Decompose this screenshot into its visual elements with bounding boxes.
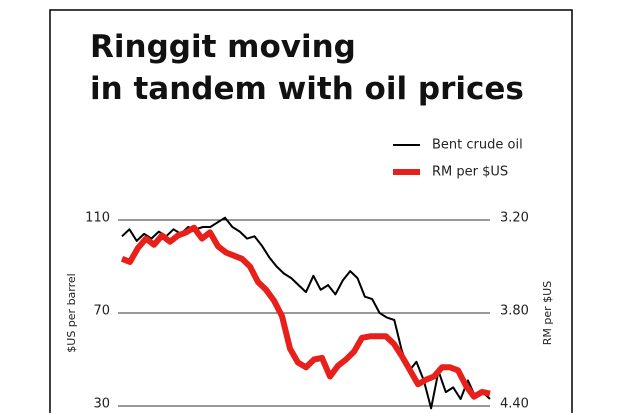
y2-tick-label: 3.80 — [500, 304, 529, 319]
rm-line — [120, 224, 491, 400]
y-axis-label: $US per barrel — [65, 273, 78, 352]
y2-axis-label: RM per $US — [541, 281, 554, 345]
y2-tick-label: 4.40 — [500, 397, 529, 412]
y2-tick-label: 3.20 — [500, 211, 529, 226]
y-tick-label: 70 — [93, 304, 110, 319]
frame — [49, 9, 573, 413]
y-tick-label: 30 — [93, 397, 110, 412]
legend-label: Bent crude oil — [432, 138, 523, 153]
chart-title: Ringgit moving in tandem with oil prices — [90, 29, 524, 107]
legend-label: RM per $US — [432, 165, 508, 180]
y-tick-label: 110 — [85, 211, 110, 226]
